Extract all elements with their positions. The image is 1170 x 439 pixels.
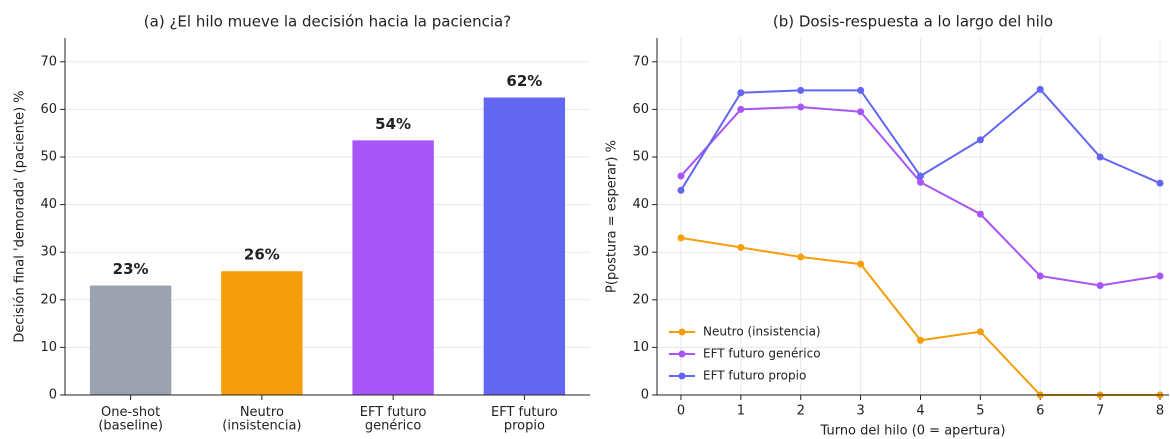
x-axis-label: Turno del hilo (0 = apertura) — [820, 424, 1006, 439]
point — [976, 210, 984, 218]
point — [677, 234, 685, 242]
y-tick-label: 40 — [632, 197, 649, 212]
bar — [483, 97, 566, 395]
chart-title: (a) ¿El hilo mueve la decisión hacia la … — [144, 13, 511, 31]
y-tick-label: 30 — [632, 245, 649, 260]
point — [857, 260, 865, 268]
point — [1036, 272, 1044, 280]
point — [797, 253, 805, 261]
y-tick-label: 0 — [641, 388, 649, 403]
legend-label: EFT futuro genérico — [703, 347, 821, 361]
y-axis-label: Decisión final 'demorada' (paciente) % — [13, 90, 28, 342]
bar — [89, 285, 172, 395]
legend-marker — [678, 350, 686, 358]
legend-label: EFT futuro propio — [703, 369, 806, 383]
x-tick-label: 3 — [856, 404, 864, 419]
data-label: 54% — [375, 115, 411, 133]
point — [976, 328, 984, 336]
point — [1096, 282, 1104, 290]
legend-marker — [678, 328, 686, 336]
point — [857, 108, 865, 116]
point — [677, 186, 685, 194]
x-tick-label: 7 — [1096, 404, 1104, 419]
point — [737, 89, 745, 97]
y-tick-label: 10 — [632, 340, 649, 355]
y-tick-label: 20 — [40, 292, 57, 307]
point — [1156, 272, 1164, 280]
x-tick-label: EFT futuro genérico — [360, 405, 427, 434]
point — [737, 243, 745, 251]
point — [797, 103, 805, 111]
bar — [352, 140, 434, 395]
y-tick-label: 0 — [49, 388, 57, 403]
legend-label: Neutro (insistencia) — [703, 325, 821, 339]
x-tick-label: 0 — [677, 404, 685, 419]
y-tick-label: 50 — [632, 150, 649, 165]
x-tick-label: 6 — [1036, 404, 1044, 419]
x-tick-label: EFT futuro propio — [491, 405, 558, 434]
y-tick-label: 30 — [40, 245, 57, 260]
y-tick-label: 70 — [632, 54, 649, 69]
x-tick-label: 8 — [1156, 404, 1164, 419]
data-label: 23% — [113, 260, 149, 278]
point — [677, 172, 685, 180]
y-tick-label: 70 — [40, 54, 57, 69]
point — [737, 105, 745, 113]
point — [1096, 153, 1104, 161]
chart-title: (b) Dosis-respuesta a lo largo del hilo — [773, 13, 1053, 31]
data-label: 26% — [244, 246, 280, 264]
point — [916, 172, 924, 180]
y-tick-label: 20 — [632, 292, 649, 307]
point — [857, 86, 865, 94]
point — [1156, 179, 1164, 187]
y-tick-label: 60 — [632, 102, 649, 117]
bar — [221, 271, 303, 395]
data-label: 62% — [506, 72, 542, 90]
x-tick-label: 1 — [737, 404, 745, 419]
y-tick-label: 10 — [40, 340, 57, 355]
point — [976, 136, 984, 144]
x-tick-label: 2 — [797, 404, 805, 419]
y-tick-label: 40 — [40, 197, 57, 212]
legend-marker — [678, 372, 686, 380]
y-axis-label: P(postura = esperar) % — [605, 140, 620, 293]
point — [1036, 85, 1044, 93]
y-tick-label: 60 — [40, 102, 57, 117]
point — [916, 178, 924, 186]
x-tick-label: One-shot (baseline) — [98, 405, 163, 434]
y-tick-label: 50 — [40, 150, 57, 165]
x-tick-label: Neutro (insistencia) — [222, 405, 301, 434]
x-tick-label: 4 — [916, 404, 924, 419]
point — [916, 336, 924, 344]
point — [797, 86, 805, 94]
x-tick-label: 5 — [976, 404, 984, 419]
